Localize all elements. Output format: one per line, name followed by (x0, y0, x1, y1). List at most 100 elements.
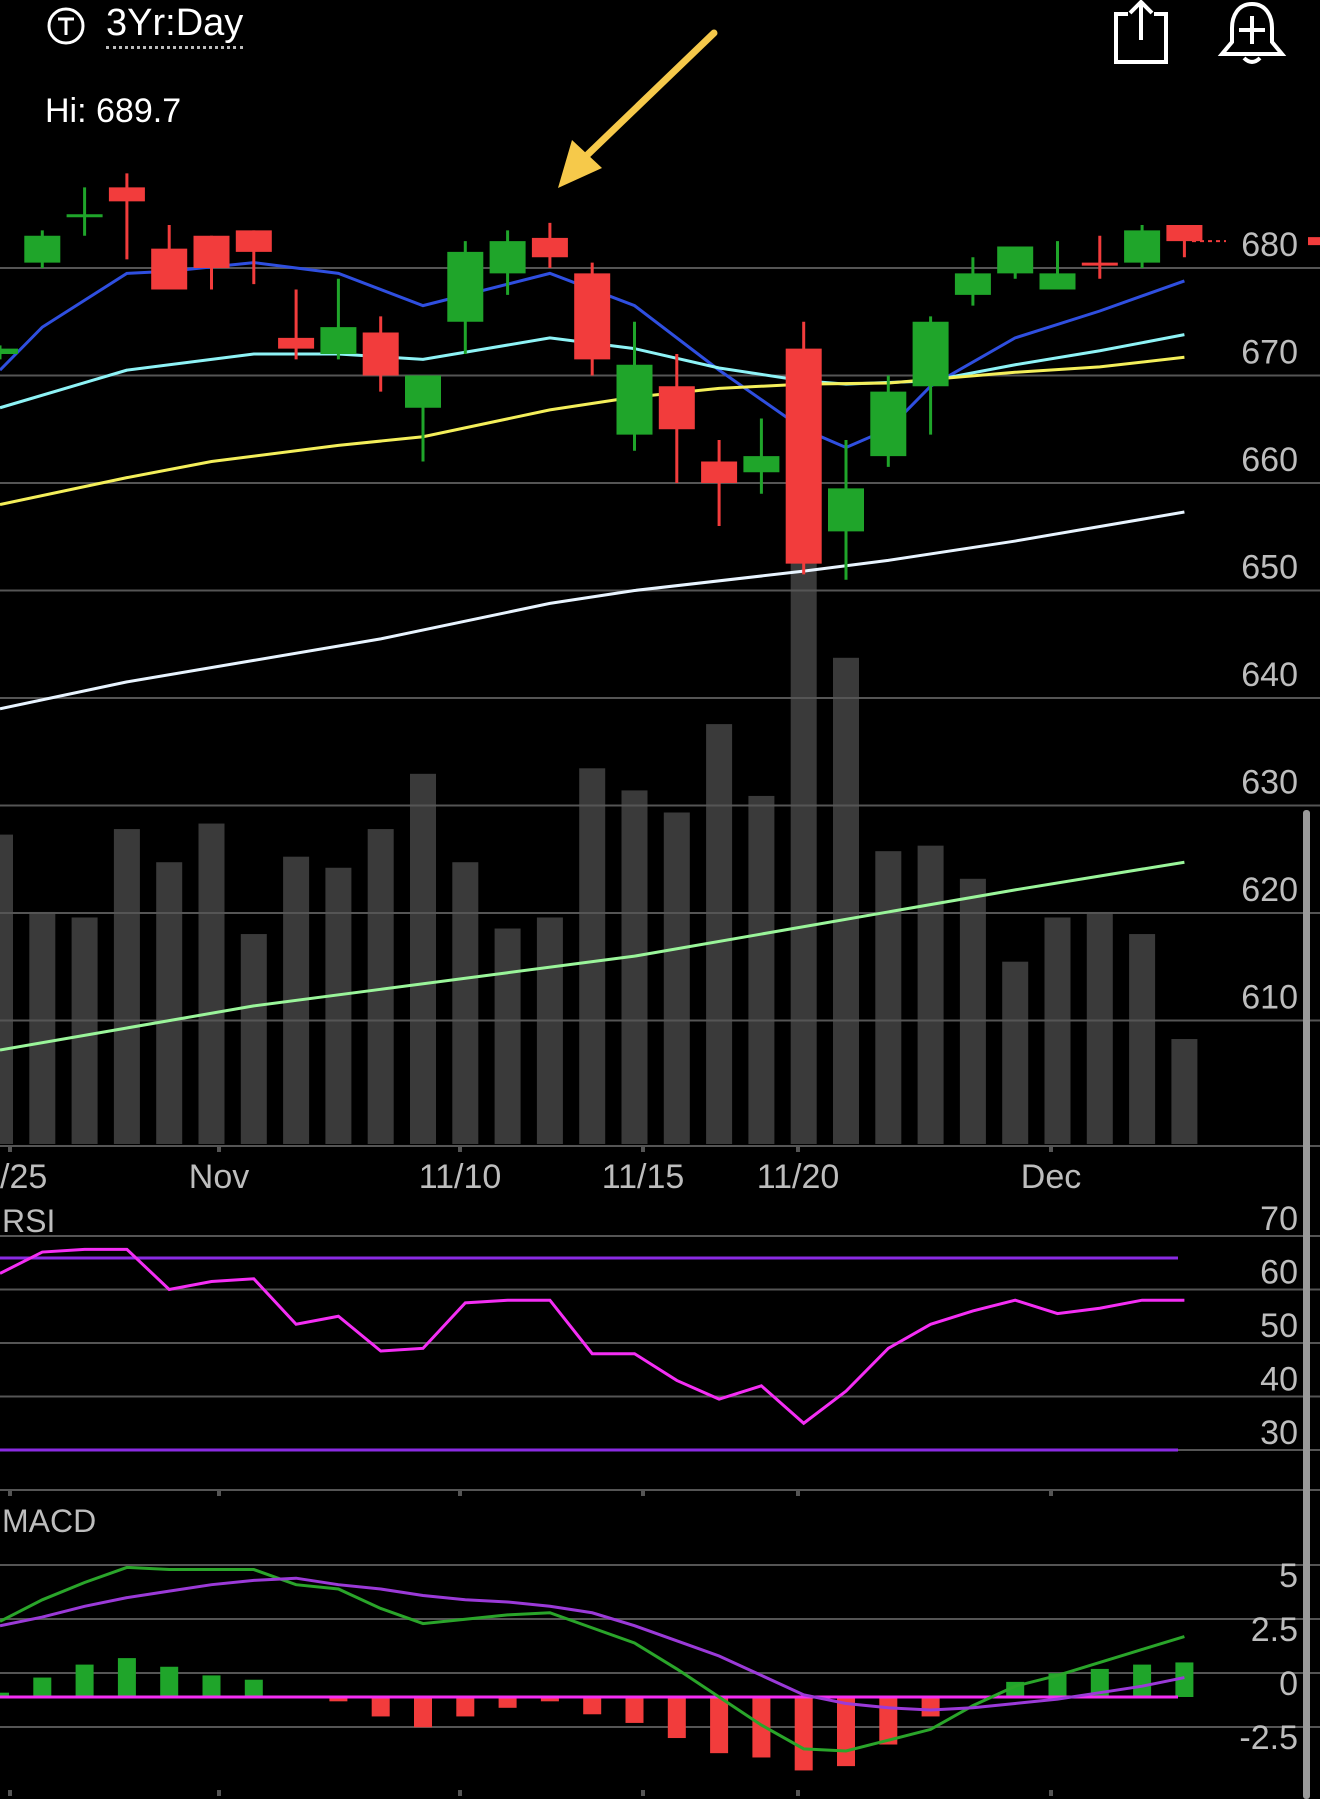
x-axis-label: 11/15 (602, 1158, 685, 1196)
macd-histogram-bar (540, 1697, 559, 1702)
volume-bar (959, 878, 986, 1144)
last-price-marker (1308, 237, 1320, 246)
candle-body (1166, 225, 1203, 242)
candle-body (24, 235, 61, 263)
price-tick-label: 650 (1241, 549, 1298, 587)
volume-bar (29, 911, 56, 1144)
volume-bar (325, 867, 352, 1144)
macd-histogram-bar (0, 1692, 9, 1697)
price-tick-label: 670 (1241, 334, 1298, 372)
candle-body (1039, 273, 1076, 290)
circle-t-icon[interactable] (46, 6, 86, 46)
volume-bar (875, 851, 902, 1144)
macd-histogram-bar (1133, 1664, 1152, 1697)
price-tick-label: 660 (1241, 441, 1298, 479)
volume-bar (113, 829, 140, 1144)
macd-histogram-bar (752, 1697, 771, 1758)
macd-histogram-bar (921, 1697, 940, 1717)
rsi-tick-label: 60 (1260, 1254, 1298, 1292)
add-alert-bell-icon[interactable] (1212, 0, 1292, 66)
macd-title: MACD (2, 1503, 96, 1539)
volume-bar (1171, 1039, 1198, 1144)
candle-body (870, 391, 907, 457)
volume-bar (1002, 961, 1029, 1144)
rsi-tick-label: 50 (1260, 1307, 1298, 1345)
macd-histogram-bar (75, 1664, 94, 1697)
candle-body (658, 386, 695, 430)
volume-bar (452, 862, 479, 1144)
price-tick-label: 610 (1241, 979, 1298, 1017)
candle-body (531, 237, 568, 258)
candle-body (954, 273, 991, 295)
macd-histogram-bar (414, 1697, 432, 1728)
macd-histogram-bar (498, 1697, 517, 1708)
candle-body (701, 461, 738, 483)
macd-tick-label: 2.5 (1251, 1611, 1298, 1649)
high-price-readout: Hi: 689.7 (45, 92, 181, 131)
volume-average-line (0, 860, 1185, 1052)
candle-body (66, 214, 103, 218)
macd-histogram-bar (456, 1697, 475, 1717)
rsi-tick-label: 70 (1260, 1200, 1298, 1238)
volume-bar (917, 845, 944, 1144)
volume-bar (1044, 917, 1071, 1144)
rsi-title: RSI (2, 1203, 55, 1239)
price-tick-label: 630 (1241, 764, 1298, 802)
candle-body (447, 251, 484, 322)
price-tick-label: 620 (1241, 871, 1298, 909)
candle-body (320, 327, 357, 354)
price-tick-label: 640 (1241, 656, 1298, 694)
macd-histogram-bar (625, 1697, 644, 1723)
range-selector[interactable]: 3Yr:Day (106, 0, 244, 49)
macd-histogram-bar (583, 1697, 602, 1715)
x-axis-label: /25 (0, 1158, 47, 1196)
candle-body (743, 456, 780, 473)
moving-average-line (0, 510, 1185, 711)
volume-bar (0, 834, 13, 1144)
x-axis-label: Dec (1021, 1158, 1081, 1196)
rsi-line (0, 1247, 1185, 1426)
volume-bar (621, 790, 648, 1144)
annotation-arrow-head (558, 140, 602, 188)
candle-body (0, 348, 18, 354)
macd-histogram-bar (710, 1697, 729, 1754)
macd-histogram-bar (329, 1697, 348, 1702)
candle-body (1124, 230, 1161, 263)
volume-bar (494, 928, 521, 1144)
macd-line (0, 1565, 1185, 1753)
candle-body (785, 348, 822, 564)
macd-histogram-bar (1175, 1662, 1194, 1697)
price-tick-label: 680 (1241, 226, 1298, 264)
volume-bar (833, 657, 859, 1144)
candle-body (151, 248, 188, 290)
vertical-scrollbar[interactable] (1303, 810, 1310, 1799)
volume-bar (579, 768, 606, 1144)
candle-body (489, 241, 526, 274)
volume-bar (71, 917, 98, 1144)
volume-bar (663, 812, 690, 1144)
candle-body (405, 375, 441, 408)
x-axis-label: Nov (189, 1158, 249, 1196)
candle-body (193, 235, 230, 268)
volume-bar (1129, 934, 1156, 1144)
volume-bar (410, 773, 436, 1144)
macd-histogram-bar (202, 1675, 221, 1697)
macd-tick-label: 0 (1279, 1665, 1298, 1703)
candle-body (828, 488, 864, 532)
volume-bar (706, 724, 733, 1144)
candle-body (616, 364, 653, 435)
volume-bar (198, 823, 225, 1144)
volume-bar (1086, 911, 1113, 1144)
chart-toolbar: 3Yr:Day Hi: 689.7 (0, 0, 1320, 130)
macd-histogram-bar (1048, 1673, 1067, 1697)
candle-body (912, 321, 949, 387)
volume-bar (790, 536, 817, 1144)
x-axis-label: 11/10 (419, 1158, 502, 1196)
share-icon[interactable] (1110, 0, 1172, 66)
macd-histogram-bar (33, 1677, 52, 1697)
candle-body (235, 230, 272, 252)
hi-value: 689.7 (96, 92, 182, 130)
candle-body (278, 337, 315, 349)
rsi-tick-label: 40 (1260, 1361, 1298, 1399)
